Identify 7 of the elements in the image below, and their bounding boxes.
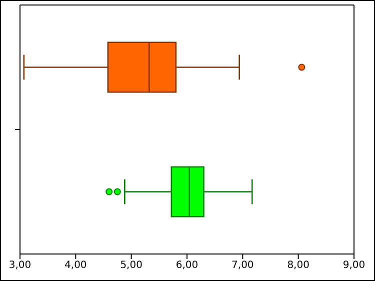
x-tick-label: 4,00 <box>64 260 87 272</box>
x-tick-label: 9,00 <box>342 260 366 272</box>
x-tick-label: 6,00 <box>176 260 198 272</box>
x-tick-label: 8,00 <box>287 260 310 272</box>
x-tick-label: 7,00 <box>232 260 254 272</box>
x-tick-label: 5,00 <box>120 260 142 272</box>
x-tick-label: 3,00 <box>8 260 32 272</box>
